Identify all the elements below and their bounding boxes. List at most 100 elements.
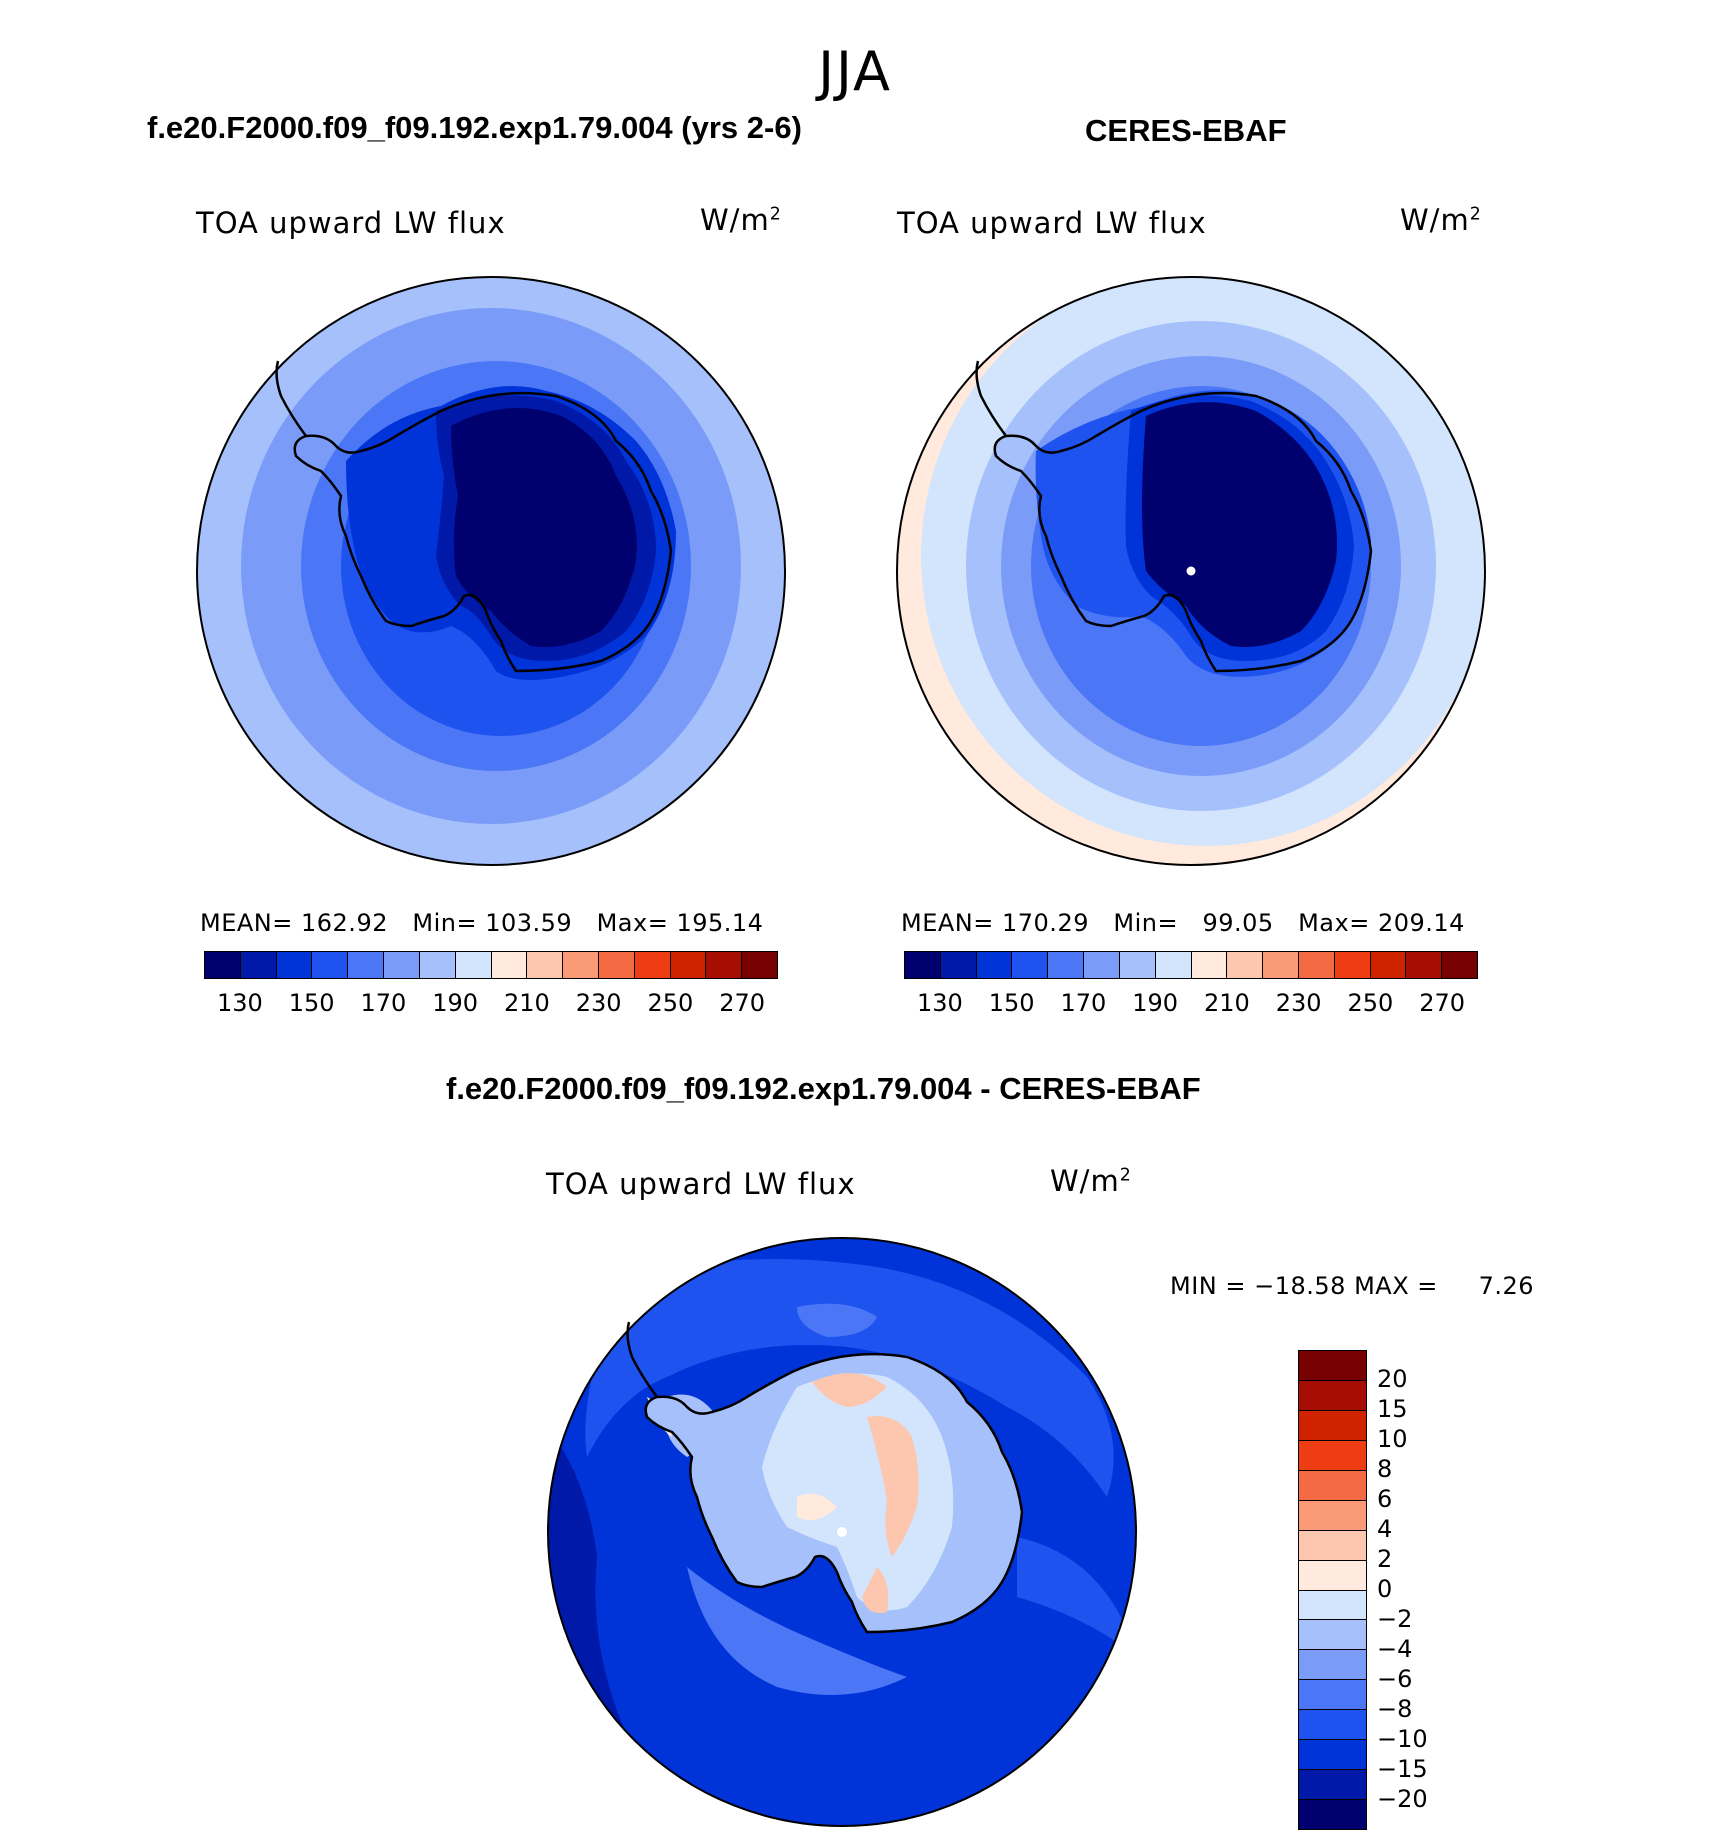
colorbar-tick-label: 270 [1419, 989, 1466, 1017]
obs-max-label: Max= [1298, 909, 1370, 937]
colorbar-cell [1299, 1650, 1366, 1681]
model-max-value: 195.14 [676, 909, 764, 937]
diff-variable-label: TOA upward LW flux [546, 1167, 856, 1201]
colorbar-cell [1299, 1470, 1366, 1501]
diff-units-exp: 2 [1119, 1165, 1132, 1186]
diff-units-label: W/m2 [1050, 1164, 1132, 1198]
colorbar-cell [1299, 1620, 1366, 1651]
colorbar-cell [419, 952, 456, 978]
model-mean-value: 162.92 [301, 909, 388, 937]
colorbar-tick-label: 150 [988, 989, 1035, 1017]
colorbar-tick-label: −2 [1377, 1605, 1413, 1633]
colorbar-cell [1442, 952, 1477, 978]
colorbar-tick-label: 250 [1347, 989, 1394, 1017]
obs-min-label: Min= [1113, 909, 1179, 937]
colorbar-cell [1084, 952, 1120, 978]
colorbar-cell [706, 952, 743, 978]
model-antarctica-coastline [293, 391, 673, 673]
colorbar-tick-label: −8 [1377, 1695, 1413, 1723]
colorbar-cell [634, 952, 671, 978]
model-colorbar [204, 951, 778, 979]
diff-antarctica-coastline [644, 1352, 1024, 1634]
diff-colorbar [1298, 1350, 1367, 1830]
colorbar-tick-label: 6 [1377, 1485, 1393, 1513]
colorbar-cell [598, 952, 635, 978]
colorbar-cell [1227, 952, 1264, 978]
colorbar-cell [742, 952, 777, 978]
colorbar-cell [1299, 1680, 1366, 1711]
colorbar-cell [527, 952, 564, 978]
obs-units-base: W/m [1400, 203, 1470, 237]
model-units-exp: 2 [769, 204, 782, 225]
diff-map-border [547, 1237, 1137, 1827]
colorbar-tick-label: −4 [1377, 1635, 1413, 1663]
colorbar-cell [491, 952, 528, 978]
diff-panel-title: f.e20.F2000.f09_f09.192.exp1.79.004 - CE… [446, 1071, 1201, 1106]
model-units-base: W/m [700, 203, 770, 237]
season-title: JJA [818, 40, 892, 103]
model-min-label: Min= [412, 909, 478, 937]
diff-units-base: W/m [1050, 1164, 1120, 1198]
colorbar-cell [1299, 1351, 1366, 1381]
model-map-border [196, 276, 786, 866]
colorbar-cell [1298, 952, 1335, 978]
colorbar-cell [1012, 952, 1049, 978]
colorbar-tick-label: 170 [1060, 989, 1107, 1017]
colorbar-cell [455, 952, 492, 978]
obs-map-border [896, 276, 1486, 866]
colorbar-cell [1406, 952, 1443, 978]
obs-max-value: 209.14 [1377, 909, 1465, 937]
colorbar-cell [276, 952, 313, 978]
model-panel-title: f.e20.F2000.f09_f09.192.exp1.79.004 (yrs… [147, 110, 802, 145]
colorbar-cell [1119, 952, 1156, 978]
colorbar-tick-label: 210 [1203, 989, 1250, 1017]
colorbar-cell [940, 952, 977, 978]
model-polar-map [196, 276, 786, 866]
colorbar-tick-label: −10 [1377, 1725, 1428, 1753]
colorbar-cell [1155, 952, 1192, 978]
diff-field-ross-sea [687, 1567, 907, 1695]
colorbar-cell [1299, 1530, 1366, 1561]
colorbar-cell [240, 952, 277, 978]
obs-panel-title: CERES-EBAF [1085, 113, 1287, 148]
model-units-label: W/m2 [700, 203, 782, 237]
model-mean-label: MEAN= [200, 909, 293, 937]
colorbar-tick-label: 130 [916, 989, 963, 1017]
diff-max-value: 7.26 [1478, 1272, 1534, 1300]
colorbar-tick-label: −6 [1377, 1665, 1413, 1693]
colorbar-cell [1299, 1590, 1366, 1621]
colorbar-cell [1334, 952, 1371, 978]
diff-pole-point [837, 1527, 847, 1537]
colorbar-tick-label: 0 [1377, 1575, 1393, 1603]
model-variable-label: TOA upward LW flux [196, 206, 506, 240]
colorbar-tick-label: 8 [1377, 1455, 1393, 1483]
colorbar-cell [1299, 1440, 1366, 1471]
colorbar-tick-label: 20 [1377, 1365, 1408, 1393]
obs-stats: MEAN= 170.29 Min= 99.05 Max= 209.14 [901, 909, 1465, 937]
diff-field-pole-area [797, 1493, 837, 1521]
diff-max-label: MAX = [1354, 1272, 1438, 1300]
colorbar-cell [1299, 1380, 1366, 1411]
obs-colorbar [904, 951, 1478, 979]
colorbar-cell [312, 952, 349, 978]
colorbar-cell [1299, 1410, 1366, 1441]
colorbar-tick-label: 190 [432, 989, 479, 1017]
colorbar-cell [1299, 1560, 1366, 1591]
diff-min-max: MIN = −18.58 MAX = 7.26 [1170, 1272, 1534, 1300]
model-min-value: 103.59 [485, 909, 573, 937]
diff-min-label: MIN = [1170, 1272, 1246, 1300]
obs-mean-value: 170.29 [1002, 909, 1089, 937]
diff-polar-map [547, 1237, 1137, 1827]
colorbar-tick-label: 270 [719, 989, 766, 1017]
colorbar-tick-label: −15 [1377, 1755, 1428, 1783]
colorbar-tick-label: 2 [1377, 1545, 1393, 1573]
obs-variable-label: TOA upward LW flux [897, 206, 1207, 240]
obs-mean-label: MEAN= [901, 909, 994, 937]
obs-antarctica-coastline [993, 391, 1373, 673]
colorbar-cell [670, 952, 707, 978]
colorbar-tick-label: 210 [503, 989, 550, 1017]
colorbar-cell [1191, 952, 1228, 978]
diff-field-outer-ocean [585, 1259, 1114, 1497]
diff-field-west-ocean [548, 1427, 637, 1757]
colorbar-tick-label: 10 [1377, 1425, 1408, 1453]
